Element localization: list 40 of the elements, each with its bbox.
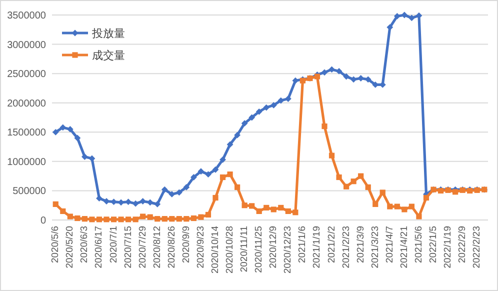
x-tick-label: 2020/10/28 xyxy=(224,226,236,274)
x-tick-label: 2021/3/23 xyxy=(370,226,381,268)
x-tick-label: 2020/12/9 xyxy=(268,226,280,268)
x-tick-label: 2020/5/6 xyxy=(50,226,62,263)
x-tick-label: 2020/6/3 xyxy=(79,226,90,263)
x-tick-label: 2020/6/17 xyxy=(94,226,105,268)
x-tick-label: 2021/2/23 xyxy=(340,226,352,268)
x-tick-label: 2020/11/11 xyxy=(239,226,250,272)
y-tick-label: 3000000 xyxy=(7,40,46,51)
x-tick-label: 2021/1/19 xyxy=(312,226,323,268)
x-tick-label: 2020/9/23 xyxy=(195,226,206,268)
x-tick-label: 2022/2/9 xyxy=(457,226,468,263)
x-tick-label: 2022/1/5 xyxy=(428,226,439,263)
y-tick-label: 500000 xyxy=(12,186,46,198)
y-tick-label: 1500000 xyxy=(7,128,46,139)
x-tick-label: 2021/4/7 xyxy=(384,226,396,263)
x-tick-label: 2020/9/9 xyxy=(180,226,192,263)
x-tick-label: 2021/5/6 xyxy=(413,226,424,263)
y-tick-label: 2000000 xyxy=(7,98,46,110)
x-tick-label: 2020/7/1 xyxy=(108,226,120,263)
x-tick-label: 2020/5/20 xyxy=(64,226,76,268)
x-tick-label: 2020/8/12 xyxy=(152,226,163,268)
legend-label: 投放量 xyxy=(91,27,125,40)
x-tick-label: 2021/1/6 xyxy=(297,226,308,263)
y-tick-label: 1000000 xyxy=(7,156,46,168)
x-tick-label: 2021/4/21 xyxy=(398,226,410,268)
y-tick-label: 3500000 xyxy=(7,10,46,22)
x-tick-label: 2020/8/26 xyxy=(166,226,178,268)
x-tick-label: 2020/7/15 xyxy=(122,226,134,268)
legend-label: 成交量 xyxy=(92,49,125,62)
x-tick-label: 2021/3/9 xyxy=(355,226,366,263)
x-tick-label: 2022/1/19 xyxy=(442,226,454,268)
x-tick-label: 2020/7/29 xyxy=(137,226,148,268)
x-tick-label: 2021/2/2 xyxy=(326,226,338,263)
x-tick-label: 2020/10/14 xyxy=(210,226,221,274)
x-tick-label: 2020/11/25 xyxy=(254,226,265,273)
y-tick-label: 2500000 xyxy=(7,69,46,80)
y-tick-label: 0 xyxy=(40,216,46,226)
x-tick-label: 2020/12/23 xyxy=(282,226,294,274)
x-tick-label: 2022/2/23 xyxy=(472,226,483,268)
